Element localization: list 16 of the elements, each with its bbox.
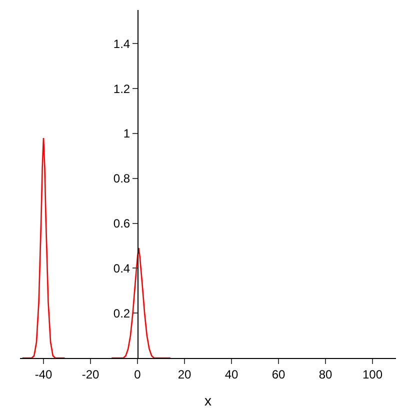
y-tick-label: 0.4 (113, 261, 130, 276)
x-tick-label: 60 (272, 367, 286, 382)
x-tick-label: 40 (224, 367, 238, 382)
y-tick-label: 0.6 (113, 216, 130, 230)
x-tick-label: 0 (134, 367, 142, 382)
x-tick-label: 100 (362, 367, 383, 382)
y-tick-label: 0.8 (113, 172, 130, 186)
x-tick-label: -40 (34, 367, 52, 382)
y-tick-label: 1 (123, 126, 130, 141)
x-axis-title: x (204, 392, 212, 409)
x-tick-label: 20 (178, 367, 192, 382)
y-tick-label: 1.4 (113, 36, 130, 51)
y-tick-label: 1.2 (113, 82, 130, 96)
y-tick-label: 0.2 (113, 306, 130, 320)
x-tick-label: 80 (318, 367, 332, 382)
x-tick-label: -20 (82, 367, 100, 382)
